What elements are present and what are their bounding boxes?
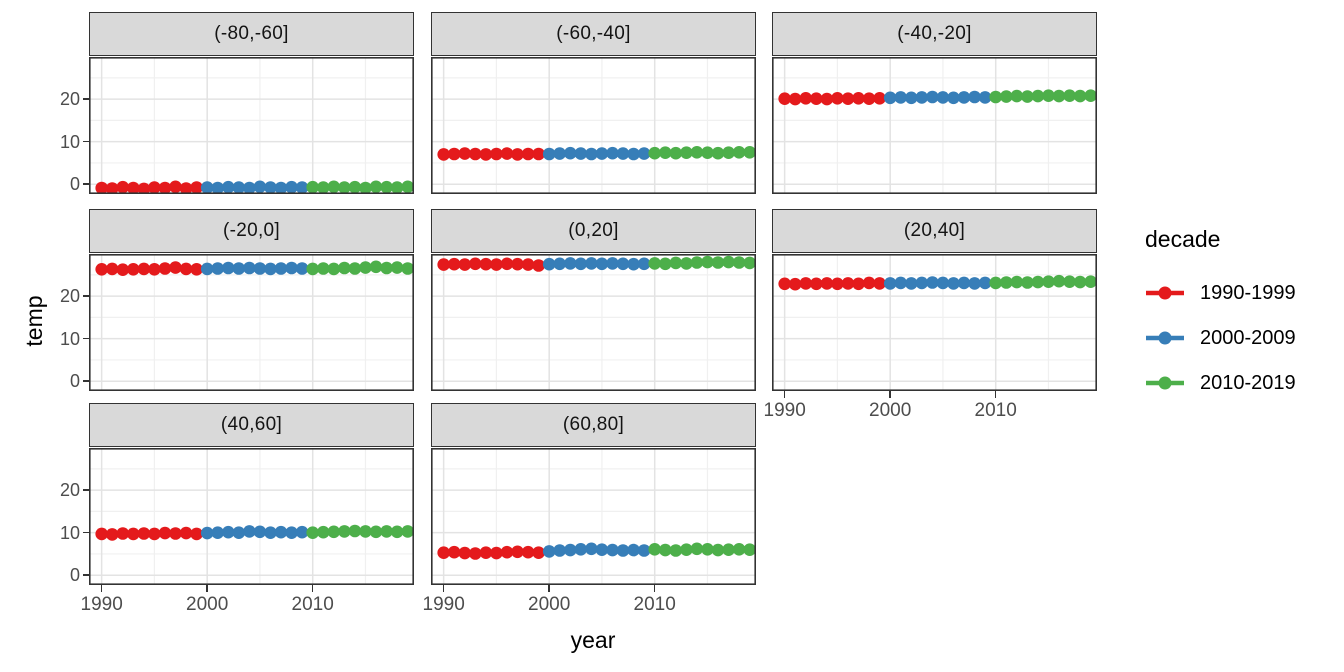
x-tick-mark	[653, 585, 656, 592]
facet-strip: (-40,-20]	[772, 12, 1097, 56]
facet-panel	[431, 57, 756, 199]
x-tick-label: 2010	[291, 594, 334, 615]
x-tick-label: 2010	[633, 594, 676, 615]
y-tick-mark	[82, 380, 89, 382]
legend-key-icon	[1145, 285, 1185, 301]
facet-strip: (-20,0]	[89, 209, 414, 253]
y-axis-title: temp	[21, 295, 47, 347]
x-tick-label: 2000	[186, 594, 229, 615]
legend-entry: 2010-2019	[1145, 371, 1296, 394]
y-tick-label: 20	[59, 89, 80, 110]
y-tick-mark	[82, 489, 89, 491]
facet-panel	[89, 57, 415, 199]
y-tick-mark	[82, 337, 89, 340]
y-tick-label: 10	[59, 522, 80, 543]
y-tick-label: 10	[59, 131, 80, 152]
x-tick-label: 1990	[763, 400, 806, 421]
y-tick-label: 20	[59, 480, 80, 501]
y-tick-label: 0	[69, 565, 80, 586]
y-tick-mark	[82, 98, 89, 100]
legend-entry: 2000-2009	[1145, 326, 1296, 349]
facet-strip: (60,80]	[431, 403, 756, 447]
facet-panel	[89, 254, 415, 396]
facet-strip: (40,60]	[89, 403, 414, 447]
legend-entry: 1990-1999	[1145, 281, 1296, 304]
legend-title: decade	[1145, 226, 1221, 252]
y-tick-label: 0	[69, 371, 80, 392]
x-tick-mark	[206, 585, 208, 592]
y-tick-mark	[82, 531, 89, 534]
x-tick-mark	[889, 391, 891, 398]
legend-entry-label: 2000-2009	[1200, 326, 1296, 349]
x-tick-label: 1990	[422, 594, 465, 615]
x-tick-mark	[994, 391, 997, 398]
y-tick-mark	[82, 574, 89, 576]
x-tick-mark	[100, 585, 103, 592]
x-axis-title: year	[570, 627, 616, 653]
facet-panel	[431, 254, 756, 396]
y-tick-mark	[82, 183, 89, 185]
facet-panel	[772, 254, 1097, 396]
legend: decade 1990-1999 2000-2009 2010-2019	[1145, 226, 1296, 418]
legend-entries: 1990-1999 2000-2009 2010-2019	[1145, 281, 1296, 394]
facet-strip: (-60,-40]	[431, 12, 756, 56]
facet-strip: (0,20]	[431, 209, 756, 253]
facet-panel	[89, 448, 415, 590]
facet-strip: (20,40]	[772, 209, 1097, 253]
legend-key-icon	[1145, 330, 1185, 346]
facet-panel	[772, 57, 1097, 199]
y-tick-mark	[82, 295, 89, 297]
x-tick-mark	[783, 391, 786, 398]
x-tick-mark	[442, 585, 445, 592]
y-tick-label: 0	[69, 174, 80, 195]
legend-entry-label: 1990-1999	[1200, 281, 1296, 304]
y-tick-label: 10	[59, 328, 80, 349]
y-tick-mark	[82, 140, 89, 143]
y-tick-label: 20	[59, 286, 80, 307]
legend-key-icon	[1145, 375, 1185, 391]
x-tick-label: 2010	[974, 400, 1017, 421]
legend-entry-label: 2010-2019	[1200, 371, 1296, 394]
x-tick-mark	[311, 585, 314, 592]
x-tick-label: 2000	[528, 594, 571, 615]
x-tick-label: 1990	[80, 594, 123, 615]
facet-strip: (-80,-60]	[89, 12, 414, 56]
facet-panel	[431, 448, 756, 590]
x-tick-mark	[548, 585, 550, 592]
x-tick-label: 2000	[869, 400, 912, 421]
